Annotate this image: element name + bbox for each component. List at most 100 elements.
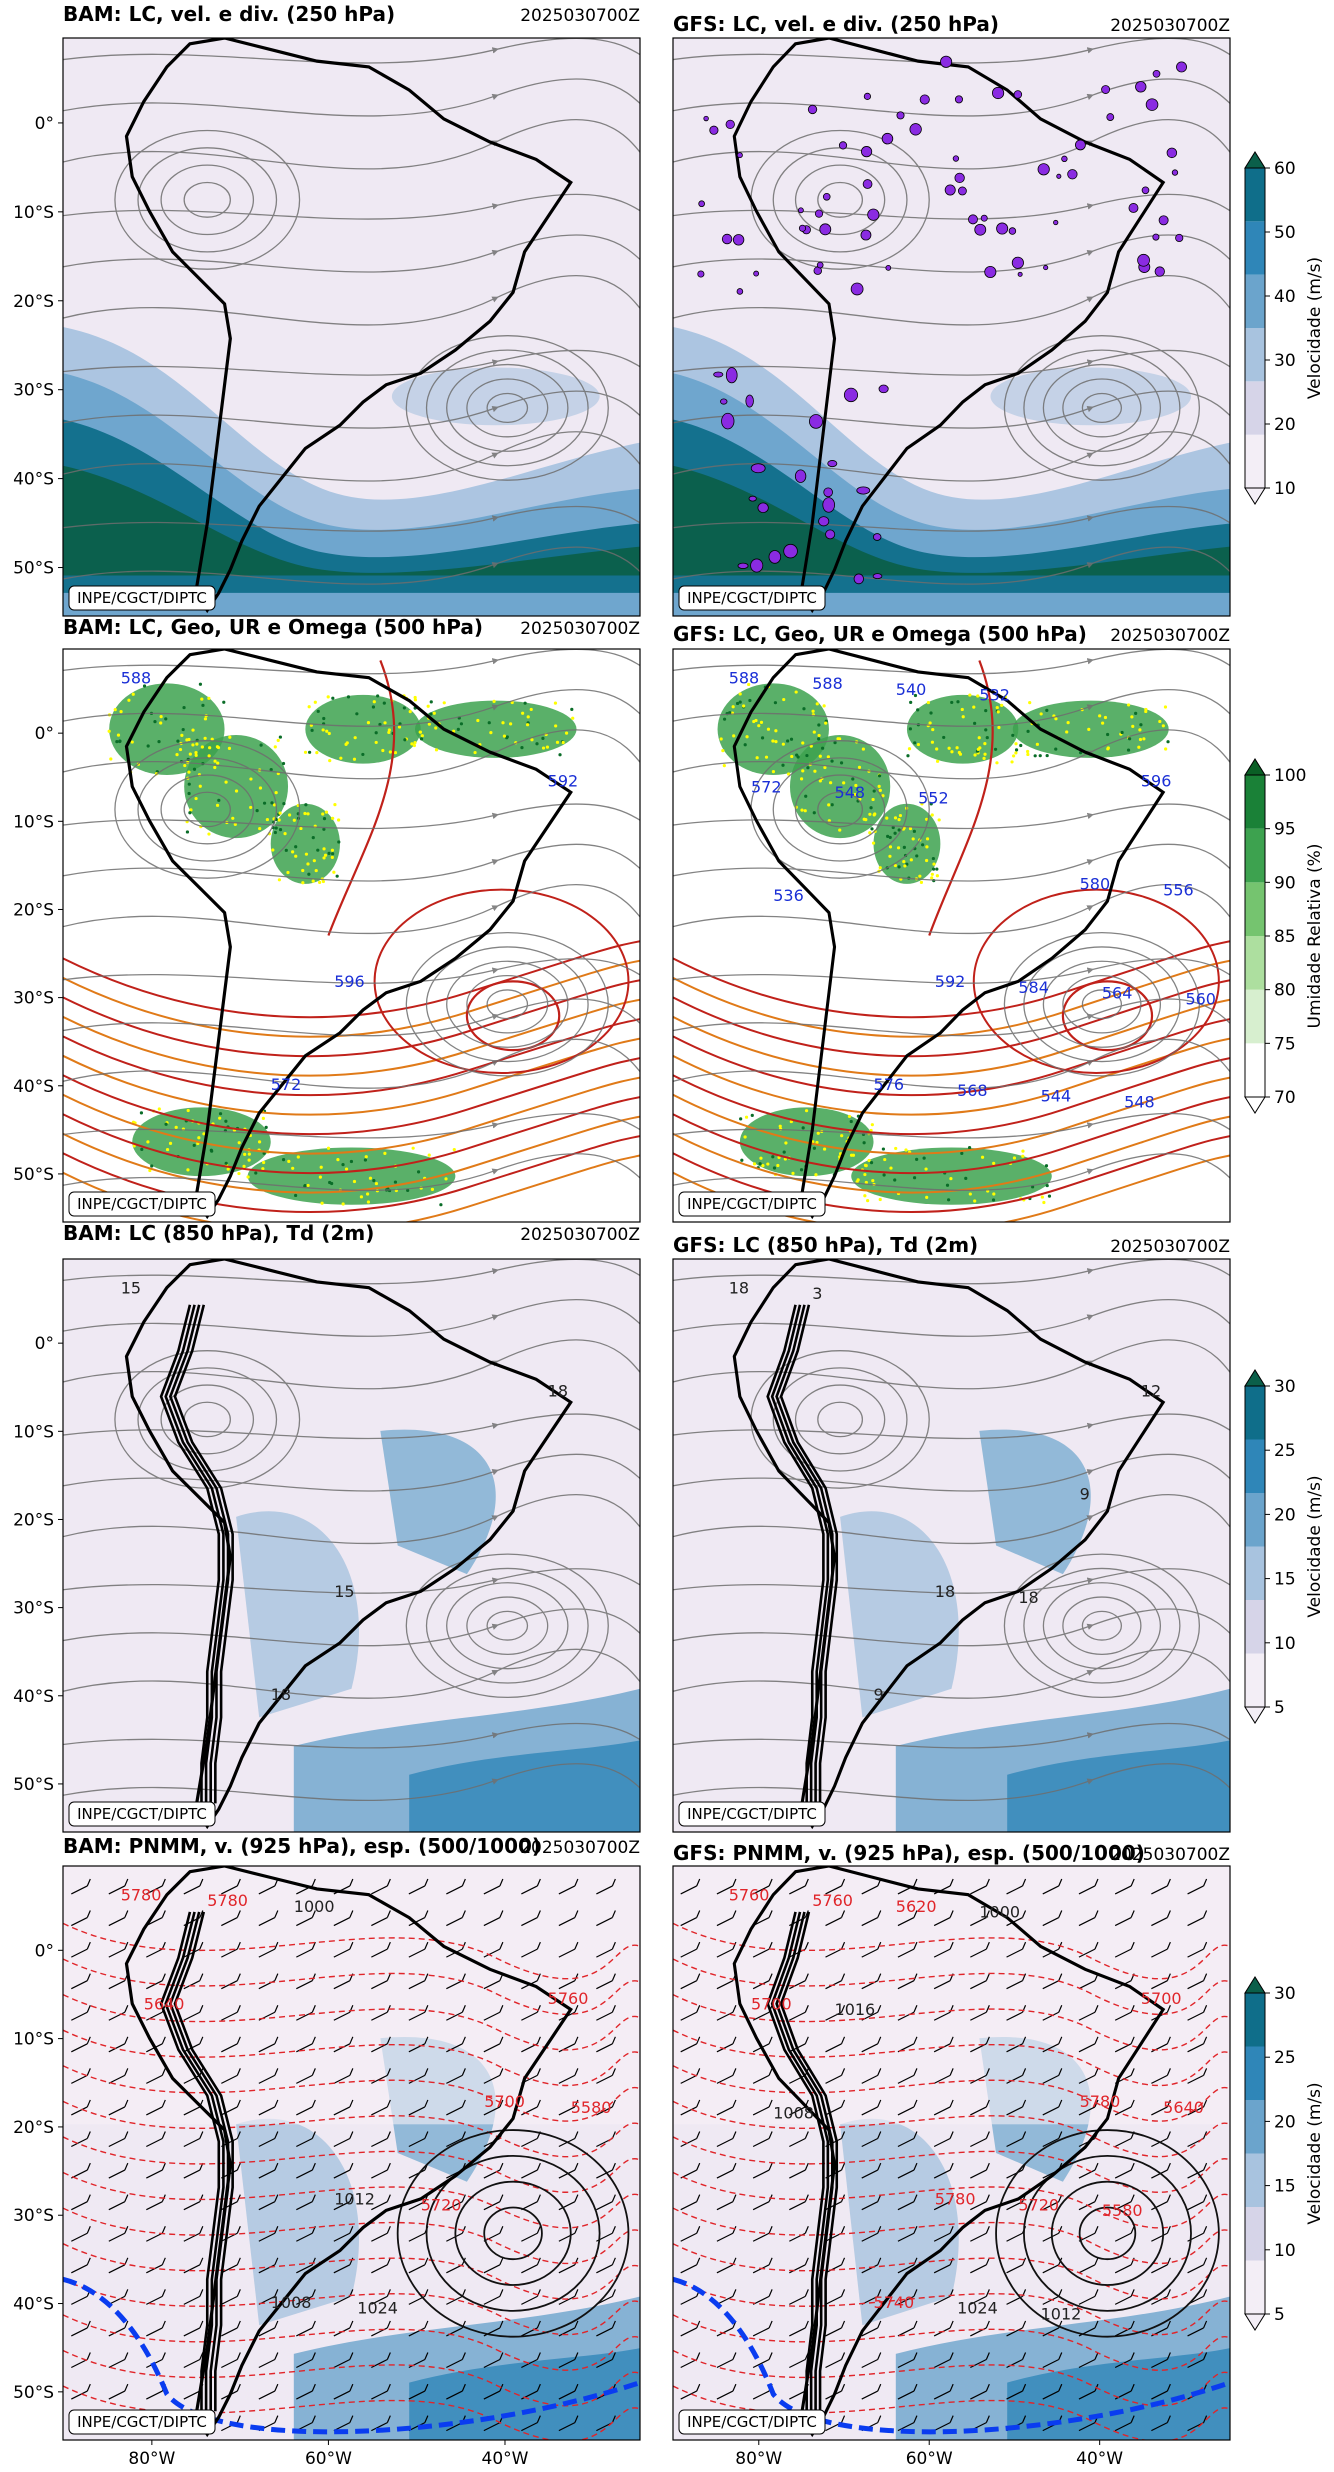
panel-frame xyxy=(672,1865,1231,2441)
colorbar-tick-label: 75 xyxy=(1274,1034,1296,1054)
rh-blob xyxy=(851,1147,1052,1205)
colorbar-segment xyxy=(1245,2260,1265,2314)
credit-box xyxy=(68,585,216,611)
speed-patch xyxy=(236,2118,360,2326)
colorbar-segment xyxy=(1245,1386,1265,1440)
credit-text: INPE/CGCT/DIPTC xyxy=(687,1195,817,1213)
lat-tick-label: 30°S xyxy=(13,2206,54,2226)
colorbar-segment xyxy=(1245,828,1265,883)
divergence-contours xyxy=(697,55,1187,585)
contour-label: 580 xyxy=(1080,875,1111,894)
contour-labels: 18 18 12 9 9 3 18 xyxy=(729,1278,1162,1704)
rh-blob xyxy=(873,803,941,884)
colorbar-extend-max xyxy=(1244,1976,1266,1994)
contour-label: 540 xyxy=(896,680,927,699)
lat-tick-label: 50°S xyxy=(13,1165,54,1185)
streamlines xyxy=(63,1259,640,1801)
contour-label: 5720 xyxy=(1018,2195,1059,2214)
contour-label: 576 xyxy=(874,1075,905,1094)
contour-label: 584 xyxy=(1018,978,1049,997)
contour-label: 5700 xyxy=(484,2092,525,2111)
panels-layer: INPE/CGCT/DIPTC BAM: LC, vel. e div. (250… xyxy=(62,2,1231,2441)
colorbar-segment xyxy=(1245,2207,1265,2261)
colorbar-segment xyxy=(1245,989,1265,1044)
speed-patch xyxy=(979,1429,1091,1575)
panel-date: 2025030700Z xyxy=(520,6,640,26)
lon-tick-label: 80°W xyxy=(735,2449,782,2469)
panel-frame xyxy=(62,1865,641,2441)
colorbar-segment xyxy=(1245,274,1265,328)
colorbar-tick-label: 15 xyxy=(1274,2177,1296,2197)
credit-text: INPE/CGCT/DIPTC xyxy=(687,2413,817,2431)
colorbar-segment xyxy=(1245,775,1265,829)
lat-tick-label: 50°S xyxy=(13,559,54,579)
contour-label: 588 xyxy=(121,668,152,687)
contour-label: 5780 xyxy=(1080,2092,1121,2111)
colorbar-segment xyxy=(1245,2046,1265,2100)
colorbar-extend-max xyxy=(1244,1369,1266,1387)
isobars xyxy=(396,2129,630,2338)
contour-label: 556 xyxy=(1163,880,1194,899)
contour-label: 592 xyxy=(935,972,966,991)
credit-box xyxy=(678,1191,826,1217)
panel-frame xyxy=(62,648,641,1223)
panel-date: 2025030700Z xyxy=(1110,1237,1230,1257)
lat-tick-label: 30°S xyxy=(13,989,54,1009)
contour-label: 1016 xyxy=(835,2000,876,2019)
panel-title: BAM: LC (850 hPa), Td (2m) xyxy=(63,1221,374,1245)
lat-tick-label: 10°S xyxy=(13,2030,54,2050)
panel-gfs-lc850: 18 18 12 9 9 3 18 INPE/CGCT/DIPTC GFS: LC (850 h… xyxy=(672,1233,1231,1833)
panel-title: GFS: LC, Geo, UR e Omega (500 hPa) xyxy=(673,622,1087,646)
contour-label: 1008 xyxy=(773,2104,814,2123)
panel-date: 2025030700Z xyxy=(1110,16,1230,36)
contour-label: 5700 xyxy=(751,1995,792,2014)
lat-tick-label: 20°S xyxy=(13,2118,54,2138)
lon-tick-label: 40°W xyxy=(1076,2449,1123,2469)
contour-label: 548 xyxy=(1124,1092,1155,1111)
contour-label: 588 xyxy=(812,674,843,693)
contour-label: 9 xyxy=(1080,1485,1090,1504)
colorbar-tick-label: 25 xyxy=(1274,2048,1296,2068)
panel-frame xyxy=(672,648,1231,1223)
streamlines xyxy=(63,649,640,1191)
colorbar-segment xyxy=(1245,328,1265,382)
lon-tick-label: 80°W xyxy=(128,2449,175,2469)
credit-box xyxy=(678,1801,826,1827)
omega-speckle xyxy=(719,682,1170,1205)
lon-tick-label: 60°W xyxy=(906,2449,953,2469)
speed-patch xyxy=(409,2348,640,2440)
contour-label: 572 xyxy=(751,777,782,796)
contour-label: 572 xyxy=(271,1075,302,1094)
colorbar-segment xyxy=(1245,1600,1265,1654)
colorbar-label: Velocidade (m/s) xyxy=(1305,1475,1325,1617)
contour-label: 564 xyxy=(1102,984,1133,1003)
colorbar-tick-label: 30 xyxy=(1274,351,1296,371)
colorbar-3: 5 10 15 20 25 30 Velocidade (m/s) xyxy=(1244,1369,1325,1724)
contour-labels: 588 592 596 576 580 588 584 572 568 556 540 564 548 5… xyxy=(729,668,1216,1111)
contour-label: 592 xyxy=(548,772,579,791)
colorbar-segment xyxy=(1245,1653,1265,1707)
streamlines xyxy=(673,38,1230,585)
colorbar-extend-max xyxy=(1244,151,1266,169)
colorbar-segment xyxy=(1245,381,1265,435)
contour-label: 588 xyxy=(729,668,760,687)
colorbar-extend-min xyxy=(1244,487,1266,505)
panel-frame xyxy=(62,1258,641,1833)
rh-blob xyxy=(247,1147,456,1205)
colorbar-segment xyxy=(1245,434,1265,488)
lat-tick-label: 40°S xyxy=(13,470,54,490)
jet-speed-band xyxy=(673,465,1230,576)
contour-labels: 588 596 592 572 xyxy=(121,668,579,1094)
colorbar-tick-label: 10 xyxy=(1274,1634,1296,1654)
speed-patch xyxy=(380,1429,496,1575)
lat-tick-label: 20°S xyxy=(13,900,54,920)
colorbar-tick-label: 90 xyxy=(1274,873,1296,893)
contour-label: 5620 xyxy=(896,1897,937,1916)
contour-label: 15 xyxy=(334,1582,354,1601)
rh-blob xyxy=(414,700,577,758)
contour-label: 596 xyxy=(334,972,365,991)
panel-bam-pnmm: 5780 1012 5760 1008 5700 5780 5720 5640 1024 5580… xyxy=(62,1834,641,2441)
streamlines xyxy=(673,649,1230,1191)
lat-tick-label: 10°S xyxy=(13,812,54,832)
